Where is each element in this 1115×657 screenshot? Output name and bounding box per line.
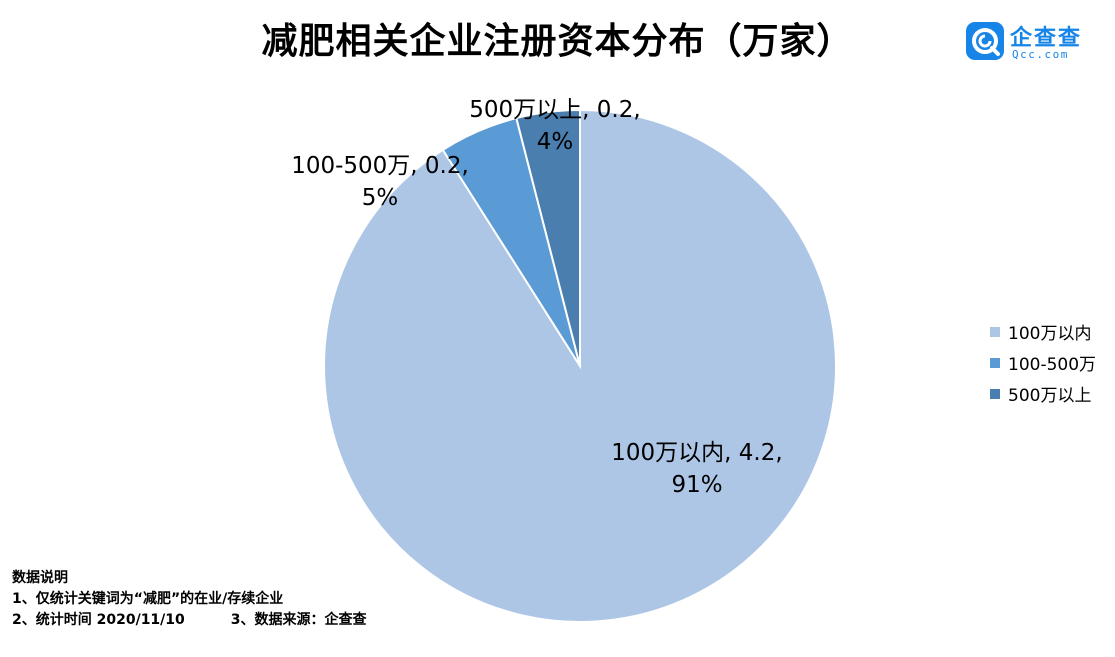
legend-label: 500万以上 <box>1008 386 1092 406</box>
chart-title: 减肥相关企业注册资本分布（万家） <box>261 21 854 62</box>
notes-heading: 数据说明 <box>12 570 68 586</box>
qcc-logo: 企查查 Qcc.com <box>966 20 1086 64</box>
legend-swatch <box>990 388 1000 399</box>
legend-label: 100万以内 <box>1008 324 1092 344</box>
data-label-text: 100-500万, 0.2, <box>291 153 469 179</box>
data-label-text: 100万以内, 4.2, <box>611 440 782 466</box>
notes-source: 3、数据来源：企查查 <box>230 612 367 628</box>
legend-swatch <box>990 326 1000 337</box>
data-label-text: 500万以上, 0.2, <box>469 97 640 123</box>
data-label-text: 4% <box>537 129 574 155</box>
legend-item-over-500: 500万以上 <box>990 378 1096 409</box>
data-label-under-100: 100万以内, 4.2, 91% <box>611 440 782 498</box>
data-notes: 数据说明 1、仅统计关键词为“减肥”的在业/存续企业 2、统计时间 2020/1… <box>12 568 367 631</box>
pie-slice-over-500 <box>515 108 581 367</box>
legend-label: 100-500万 <box>1008 355 1097 375</box>
data-label-text: 5% <box>362 185 399 211</box>
notes-line-1: 1、仅统计关键词为“减肥”的在业/存续企业 <box>12 591 284 607</box>
data-label-over-500: 500万以上, 0.2, 4% <box>469 97 640 155</box>
legend: 100万以内 100-500万 500万以上 <box>990 316 1096 409</box>
legend-item-under-100: 100万以内 <box>990 316 1096 347</box>
data-label-100-500: 100-500万, 0.2, 5% <box>291 153 469 211</box>
legend-swatch <box>990 357 1000 368</box>
logo-name: 企查查 <box>1010 26 1083 51</box>
logo-domain: Qcc.com <box>1012 48 1069 61</box>
data-label-text: 91% <box>671 472 722 498</box>
legend-item-100-500: 100-500万 <box>990 347 1096 378</box>
qcc-logo-icon <box>966 22 1004 60</box>
notes-date: 2、统计时间 2020/11/10 <box>12 612 185 628</box>
notes-line-2: 2、统计时间 2020/11/10 3、数据来源：企查查 <box>12 610 367 631</box>
